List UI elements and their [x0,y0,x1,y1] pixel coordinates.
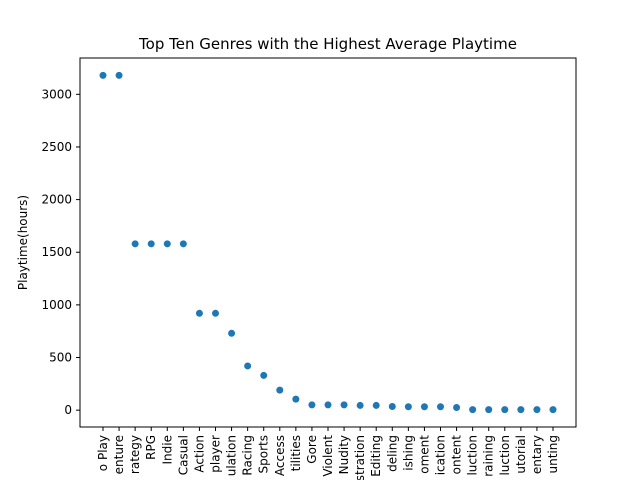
x-tick-label: unting [546,435,560,473]
x-tick-label: rategy [128,435,142,474]
x-tick-label: tilities [289,435,303,471]
data-point [163,240,171,248]
x-tick-label: ication [434,435,448,475]
data-point [549,406,557,414]
data-point [469,406,477,414]
y-tick-label: 1000 [41,298,72,312]
x-tick-label: ishing [401,435,415,471]
y-axis: 0 500 1000 1500 2000 2500 3000 [41,87,80,417]
data-point [115,71,123,79]
x-tick-label: oment [417,435,431,474]
x-tick-label: raining [482,435,496,477]
data-points [99,71,557,414]
x-tick-label: Indie [160,435,174,464]
data-point [340,401,348,409]
data-point [276,386,284,394]
x-tick-label: player [209,435,223,473]
y-axis-label: Playtime(hours) [16,195,30,290]
x-tick-label: Sports [257,435,271,473]
data-point [517,406,525,414]
data-point [453,404,461,412]
x-tick-label: stration [353,435,367,480]
x-tick-label: ontent [450,435,464,475]
data-point [533,406,541,414]
x-tick-label: utorial [514,435,528,474]
y-tick-label: 2500 [41,140,72,154]
y-tick-label: 2000 [41,193,72,207]
data-point [212,309,219,317]
x-tick-label: Racing [241,435,255,476]
data-point [420,403,428,411]
data-point [372,401,380,409]
x-tick-label: Gore [305,435,319,464]
data-point [388,402,396,410]
data-point [147,240,155,248]
x-tick-label: o Play [96,435,110,471]
chart-title: Top Ten Genres with the Highest Average … [138,35,517,53]
data-point [195,309,203,317]
data-point [244,362,252,370]
x-tick-label: Editing [369,435,383,477]
data-point [292,395,300,403]
x-tick-label: ulation [225,435,239,476]
data-point [437,403,444,411]
x-tick-label: deling [385,435,399,472]
data-point [179,240,187,248]
data-point [228,329,236,337]
x-tick-label: luction [498,435,512,476]
y-tick-label: 1500 [41,245,72,259]
data-point [501,406,509,414]
data-point [356,401,364,409]
x-tick-label: Action [192,435,206,473]
data-point [131,240,139,248]
data-point [485,406,493,414]
data-point [308,401,316,409]
x-tick-label: entary [530,435,544,474]
x-tick-label: RPG [144,435,158,460]
y-tick-label: 0 [64,403,72,417]
x-tick-label: Nudity [337,435,351,474]
x-tick-label: Violent [321,435,335,477]
x-tick-label: Access [273,435,287,476]
data-point [324,401,332,409]
data-point [260,371,268,379]
x-tick-label: enture [112,435,126,474]
y-tick-label: 3000 [41,87,72,101]
y-tick-label: 500 [49,351,72,365]
data-point [404,403,412,411]
x-axis: o Play enture rategy RPG Indie Casual Action pl… [96,427,560,480]
data-point [99,71,107,79]
x-tick-label: Casual [176,435,190,475]
x-tick-label: luction [466,435,480,476]
